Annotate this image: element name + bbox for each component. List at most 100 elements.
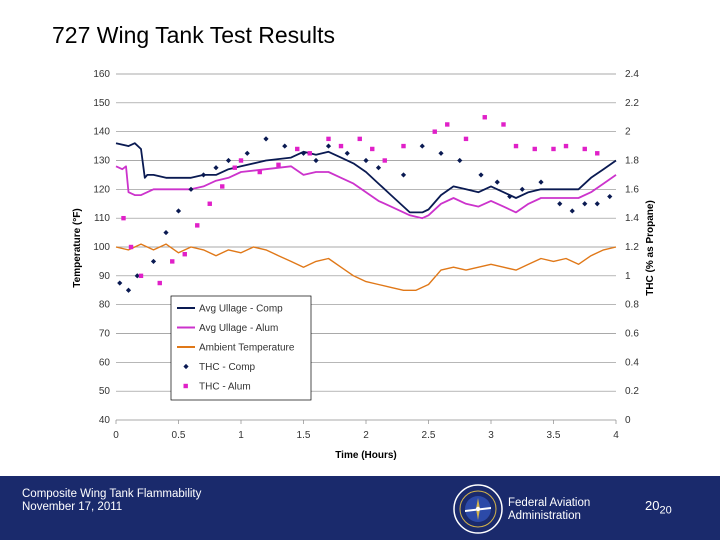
legend-label: Avg Ullage - Alum: [199, 323, 278, 334]
y-tick-label: 70: [99, 329, 111, 340]
data-point-thc-alum: [128, 244, 134, 250]
footer-org-line2: Administration: [508, 510, 581, 522]
y-tick-label: 90: [99, 271, 111, 282]
data-point-thc-comp: [225, 157, 232, 164]
data-point-thc-comp: [478, 172, 484, 178]
page-number-sub: 20: [659, 504, 672, 517]
data-point-thc-comp: [438, 150, 444, 156]
y2-tick-label: 2.4: [625, 69, 639, 80]
y2-tick-label: 1.8: [625, 156, 639, 167]
y2-tick-label: 0.4: [625, 357, 639, 368]
faa-seal-logo: [453, 484, 503, 534]
y-axis-left-ticks: 40 50 60 70 80 90 100 110 120 130 140 150 160: [93, 69, 110, 426]
data-point-thc-alum: [551, 146, 556, 152]
y2-tick-label: 1.4: [625, 213, 639, 224]
y-tick-label: 100: [93, 242, 110, 253]
data-point-thc-alum: [338, 143, 344, 149]
footer-date: November 17, 2011: [22, 501, 123, 513]
legend-label: Ambient Temperature: [199, 343, 295, 354]
data-point-thc-comp: [519, 186, 525, 192]
x-tick-label: 2.5: [422, 430, 436, 441]
data-point-thc-alum: [182, 252, 187, 257]
data-point-thc-alum: [595, 151, 600, 156]
x-tick-label: 3: [488, 430, 494, 441]
y-axis-label: Temperature (°F): [72, 208, 83, 287]
data-point-thc-alum: [501, 122, 506, 127]
x-tick-label: 2: [363, 430, 369, 441]
data-point-thc-comp: [494, 179, 500, 185]
series-line-1: [115, 165, 617, 220]
data-point-thc-alum: [295, 146, 300, 152]
data-point-thc-alum: [238, 158, 244, 163]
data-point-thc-comp: [569, 208, 575, 214]
data-point-thc-comp: [582, 201, 588, 207]
data-point-thc-alum: [563, 143, 569, 149]
y2-tick-label: 0.8: [625, 300, 639, 311]
y-tick-label: 130: [93, 156, 110, 167]
data-point-thc-alum: [482, 115, 487, 120]
data-point-thc-alum: [513, 143, 519, 149]
y-tick-label: 80: [99, 300, 111, 311]
data-point-thc-comp: [363, 157, 369, 164]
data-point-thc-comp: [313, 157, 319, 164]
y-tick-label: 40: [99, 415, 111, 426]
x-axis-label: Time (Hours): [335, 450, 397, 461]
data-point-thc-alum: [401, 143, 406, 149]
x-axis-ticks: 0 0.5 1 1.5 2 2.5 3 3.5 4: [113, 420, 619, 441]
footer-org-line1: Federal Aviation: [508, 497, 591, 509]
legend-swatch-diamond: [183, 363, 189, 370]
data-point-thc-alum: [370, 146, 375, 152]
data-point-thc-comp: [507, 193, 513, 200]
data-point-thc-alum: [257, 169, 262, 175]
y-tick-label: 160: [93, 69, 110, 80]
data-point-thc-comp: [163, 229, 169, 236]
y-axis-right-ticks: 0 0.2 0.4 0.6 0.8 1 1.2 1.4 1.6 1.8 2 2.2 2.4: [625, 69, 639, 426]
x-tick-label: 0: [113, 430, 119, 441]
chart-legend: Avg Ullage - Comp Avg Ullage - Alum Ambien…: [170, 295, 312, 401]
x-tick-label: 1: [238, 430, 244, 441]
y2-tick-label: 2.2: [625, 98, 639, 109]
data-point-thc-alum: [532, 146, 537, 152]
chart-series: [115, 115, 617, 293]
data-point-thc-comp: [213, 165, 219, 171]
y2-tick-label: 2: [625, 127, 631, 138]
data-point-thc-comp: [375, 165, 382, 171]
data-point-thc-alum: [195, 223, 200, 228]
x-tick-label: 0.5: [172, 430, 186, 441]
data-point-thc-comp: [300, 150, 307, 156]
data-point-thc-comp: [117, 280, 123, 286]
data-point-thc-comp: [125, 287, 132, 293]
data-point-thc-comp: [200, 172, 207, 178]
footer-bar: Composite Wing Tank Flammability Novembe…: [0, 476, 720, 540]
y2-tick-label: 1: [625, 271, 631, 282]
data-point-thc-comp: [325, 143, 332, 149]
data-point-thc-comp: [607, 193, 613, 200]
data-point-thc-comp: [150, 258, 157, 265]
y2-tick-label: 1.2: [625, 242, 639, 253]
page-number: 2020: [645, 498, 672, 517]
legend-label: THC - Alum: [199, 382, 251, 393]
y-tick-label: 60: [99, 357, 111, 368]
data-point-thc-alum: [157, 280, 162, 286]
data-point-thc-comp: [400, 172, 407, 178]
data-point-thc-comp: [457, 157, 463, 164]
y2-tick-label: 0.2: [625, 386, 639, 397]
series-line-0: [115, 142, 617, 214]
y-tick-label: 150: [93, 98, 110, 109]
data-point-thc-alum: [207, 201, 212, 206]
data-point-thc-comp: [419, 143, 425, 149]
data-point-thc-alum: [326, 136, 331, 142]
slide-title: 727 Wing Tank Test Results: [52, 22, 335, 48]
data-point-thc-comp: [175, 208, 182, 214]
legend-label: THC - Comp: [199, 362, 256, 373]
data-point-thc-alum: [307, 151, 312, 156]
legend-label: Avg Ullage - Comp: [199, 304, 283, 315]
x-tick-label: 4: [613, 430, 619, 441]
data-point-thc-alum: [121, 215, 126, 221]
legend-swatch-square: [183, 383, 188, 389]
data-point-thc-alum: [220, 184, 225, 189]
x-tick-label: 3.5: [547, 430, 561, 441]
data-point-thc-alum: [463, 136, 469, 142]
data-point-thc-alum: [170, 259, 175, 264]
